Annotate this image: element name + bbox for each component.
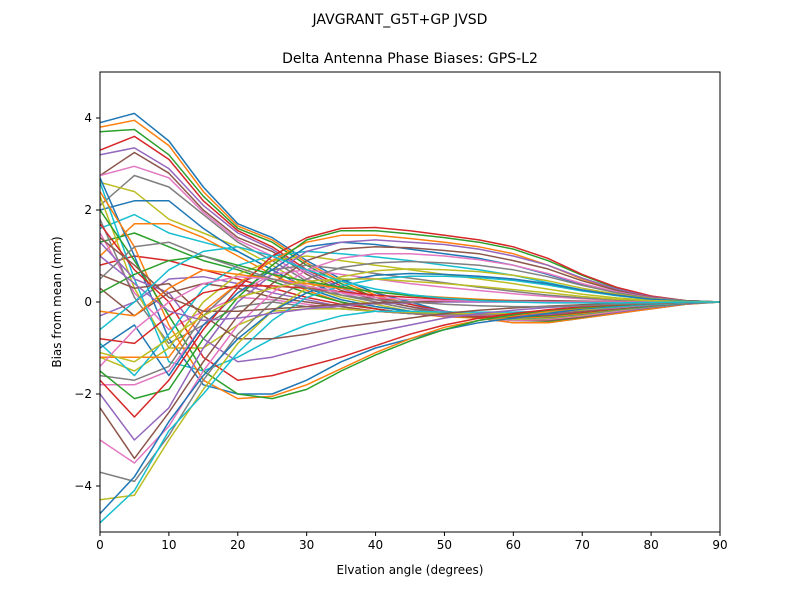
series-line-38 xyxy=(100,260,720,483)
x-axis-label: Elvation angle (degrees) xyxy=(337,563,484,577)
x-tick-label: 20 xyxy=(230,538,245,552)
x-tick-label: 80 xyxy=(643,538,658,552)
series-line-36 xyxy=(100,246,720,460)
x-tick-label: 50 xyxy=(437,538,452,552)
x-tick-label: 0 xyxy=(96,538,104,552)
chart-title: Delta Antenna Phase Biases: GPS-L2 xyxy=(282,51,538,67)
x-axis: 0 10 20 30 40 50 60 70 80 90 xyxy=(96,532,728,552)
x-tick-label: 30 xyxy=(299,538,314,552)
series-line-39 xyxy=(100,268,720,501)
y-tick-label: 2 xyxy=(84,203,92,217)
series-line-37 xyxy=(100,252,720,464)
figure-suptitle: JAVGRANT_G5T+GP JVSD xyxy=(312,12,488,28)
series-line-29 xyxy=(100,255,720,372)
series-line-33 xyxy=(100,229,720,400)
series-line-41 xyxy=(100,272,720,515)
y-tick-label: 0 xyxy=(84,295,92,309)
x-tick-label: 10 xyxy=(161,538,176,552)
series-line-50 xyxy=(100,246,720,331)
series-line-47 xyxy=(100,275,720,367)
x-tick-label: 60 xyxy=(506,538,521,552)
x-tick-label: 70 xyxy=(575,538,590,552)
series-line-49 xyxy=(100,278,720,363)
y-axis-label: Bias from mean (mm) xyxy=(50,236,64,367)
series-layer xyxy=(100,112,720,524)
series-line-34 xyxy=(100,226,720,418)
series-line-35 xyxy=(100,239,720,441)
y-tick-label: −4 xyxy=(74,479,92,493)
series-line-48 xyxy=(100,241,720,308)
y-tick-label: 4 xyxy=(84,111,92,125)
y-axis: −4 −2 0 2 4 xyxy=(74,111,100,493)
x-tick-label: 90 xyxy=(712,538,727,552)
x-tick-label: 40 xyxy=(368,538,383,552)
y-tick-label: −2 xyxy=(74,387,92,401)
